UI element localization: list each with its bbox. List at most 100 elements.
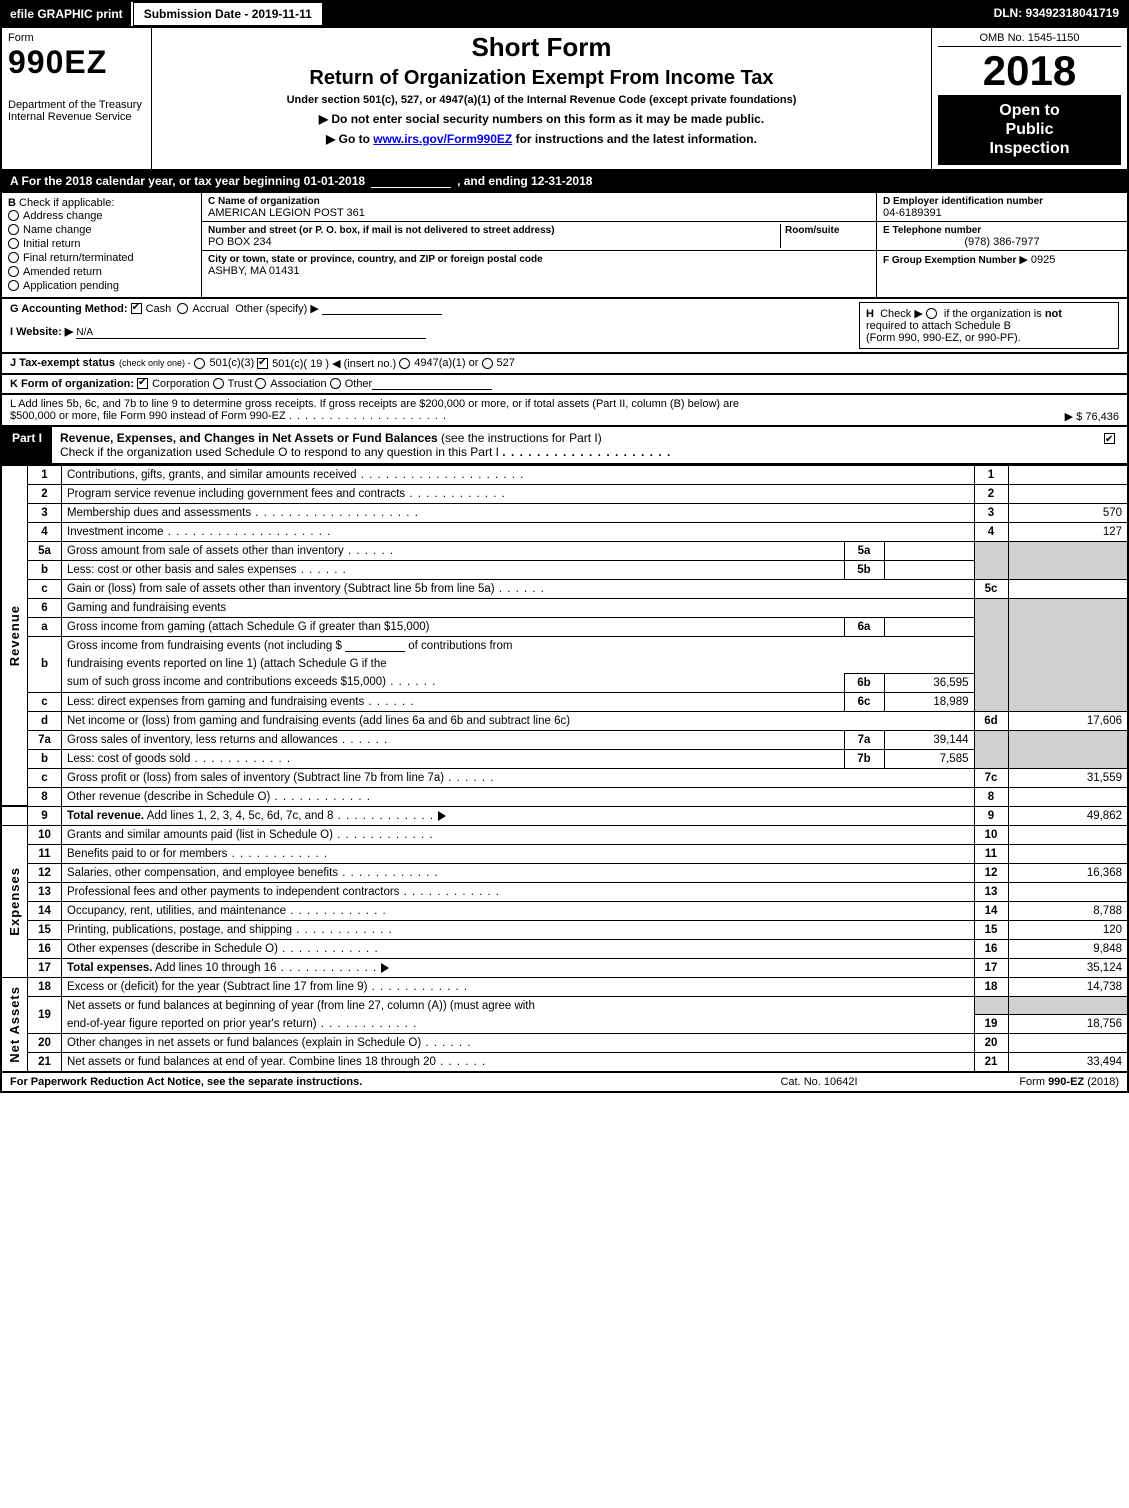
chk-application-pending[interactable]: Application pending [8,279,195,293]
b-letter: B [8,197,16,209]
goto-line: ▶ Go to www.irs.gov/Form990EZ for instru… [160,132,923,146]
submission-date: Submission Date - 2019-11-11 [133,2,323,26]
c-name-label: C Name of organization [208,196,320,207]
part-i-header: Part I Revenue, Expenses, and Changes in… [0,427,1129,465]
phone: (978) 386-7977 [883,236,1121,248]
section-b: B Check if applicable: Address change Na… [2,193,202,297]
section-def: D Employer identification number 04-6189… [877,193,1127,297]
part-i-title: Revenue, Expenses, and Changes in Net As… [60,431,438,445]
section-expenses: Expenses [7,867,22,936]
row-num: 1 [28,465,62,484]
l-text2: $500,000 or more, file Form 990 instead … [10,410,286,422]
h-check: Check ▶ [880,308,923,320]
goto-pre: ▶ Go to [326,132,373,146]
topbar: efile GRAPHIC print Submission Date - 20… [0,0,1129,28]
tax-year: 2018 [938,47,1121,95]
part-i-check: Check if the organization used Schedule … [60,445,499,459]
chk-527[interactable] [482,358,493,369]
k-label: K Form of organization: [10,378,134,390]
chk-amended-return[interactable]: Amended return [8,265,195,279]
row-amt [1008,465,1128,484]
h-box: H Check ▶ if the organization is not req… [859,302,1119,349]
paperwork-notice: For Paperwork Reduction Act Notice, see … [10,1076,719,1088]
j-label: J Tax-exempt status [10,357,115,369]
part-i-note: (see the instructions for Part I) [441,431,602,445]
group-exemption: ▶ 0925 [1019,254,1055,266]
omb-number: OMB No. 1545-1150 [938,32,1121,47]
g-label: G Accounting Method: [10,303,128,315]
calyear-end: , and ending 12-31-2018 [457,174,592,188]
warning-ssn: ▶ Do not enter social security numbers o… [160,112,923,126]
line-l: L Add lines 5b, 6c, and 7b to line 9 to … [0,395,1129,427]
page-footer: For Paperwork Reduction Act Notice, see … [0,1073,1129,1093]
row-ref: 1 [974,465,1008,484]
form-word: Form [8,32,145,44]
form-number: 990EZ [8,44,145,81]
entity-block: B Check if applicable: Address change Na… [0,193,1129,299]
line-j: J Tax-exempt status (check only one) - 5… [0,354,1129,375]
form-ref: Form 990-EZ (2018) [919,1076,1119,1088]
c-city-label: City or town, state or province, country… [208,254,543,265]
h-letter: H [866,308,874,320]
section-revenue: Revenue [7,605,22,666]
e-phone-label: E Telephone number [883,225,981,236]
efile-label: efile GRAPHIC print [10,7,123,21]
goto-post: for instructions and the latest informat… [516,132,757,146]
org-name: AMERICAN LEGION POST 361 [208,207,365,219]
short-form-title: Short Form [160,32,923,63]
open-to-public: Open to Public Inspection [938,95,1121,165]
chk-schedule-o[interactable] [1104,433,1115,444]
line-k: K Form of organization: Corporation Trus… [0,375,1129,395]
section-net-assets: Net Assets [7,986,22,1063]
dln: DLN: 93492318041719 [986,2,1127,26]
chk-accrual[interactable] [177,303,188,314]
open-line3: Inspection [942,139,1117,158]
dept-treasury: Department of the Treasury [8,99,145,111]
chk-corporation[interactable] [137,378,148,389]
arrow-icon [438,811,446,821]
j-note: (check only one) - [119,358,191,368]
chk-name-change[interactable]: Name change [8,223,195,237]
chk-h[interactable] [926,308,937,319]
chk-trust[interactable] [213,378,224,389]
ein: 04-6189391 [883,207,942,219]
part-i-tab: Part I [2,427,52,463]
chk-initial-return[interactable]: Initial return [8,237,195,251]
c-addr-label: Number and street (or P. O. box, if mail… [208,225,555,236]
chk-association[interactable] [255,378,266,389]
d-ein-label: D Employer identification number [883,196,1043,207]
form-header: Form 990EZ Department of the Treasury In… [0,28,1129,171]
cat-number: Cat. No. 10642I [719,1076,919,1088]
irs-link[interactable]: www.irs.gov/Form990EZ [373,132,512,146]
efile-print[interactable]: efile GRAPHIC print [2,2,131,26]
chk-4947[interactable] [399,358,410,369]
org-address: PO BOX 234 [208,236,272,248]
arrow-icon [381,963,389,973]
g-other: Other (specify) ▶ [235,303,319,315]
under-section: Under section 501(c), 527, or 4947(a)(1)… [160,94,923,106]
dept-irs: Internal Revenue Service [8,111,145,123]
chk-address-change[interactable]: Address change [8,209,195,223]
calyear-begin: A For the 2018 calendar year, or tax yea… [10,174,365,188]
chk-final-return[interactable]: Final return/terminated [8,251,195,265]
f-group-label: F Group Exemption Number [883,255,1016,266]
return-title: Return of Organization Exempt From Incom… [160,67,923,90]
room-suite-label: Room/suite [785,225,839,236]
section-c: C Name of organization AMERICAN LEGION P… [202,193,877,297]
website: N/A [76,327,93,338]
line-g-h: G Accounting Method: Cash Accrual Other … [0,299,1129,354]
chk-501c[interactable] [257,358,268,369]
i-label: I Website: ▶ [10,326,73,338]
l-amount: ▶ $ 76,436 [1065,410,1119,423]
org-city: ASHBY, MA 01431 [208,265,300,277]
calendar-year-line: A For the 2018 calendar year, or tax yea… [0,171,1129,193]
open-line2: Public [942,120,1117,139]
chk-501c3[interactable] [194,358,205,369]
l-text1: L Add lines 5b, 6c, and 7b to line 9 to … [10,398,1119,410]
open-line1: Open to [942,101,1117,120]
chk-other-org[interactable] [330,378,341,389]
row-desc: Contributions, gifts, grants, and simila… [67,469,357,481]
form-table: Revenue 1 Contributions, gifts, grants, … [0,465,1129,1074]
chk-cash[interactable] [131,303,142,314]
b-check-label: Check if applicable: [19,197,114,209]
